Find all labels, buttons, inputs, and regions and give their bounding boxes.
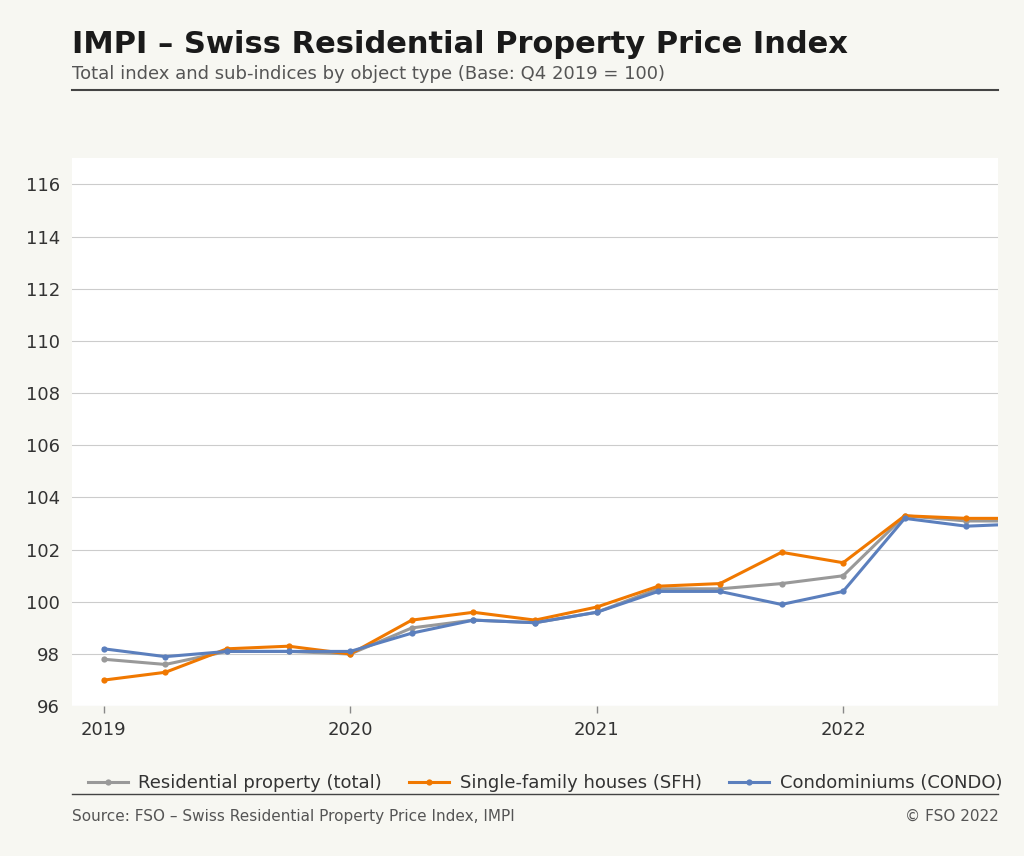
Residential property (total) bbox=[283, 646, 295, 657]
Single-family houses (SFH) bbox=[529, 615, 542, 625]
Residential property (total) bbox=[591, 607, 603, 617]
Condominiums (CONDO) bbox=[899, 514, 911, 524]
Residential property (total) bbox=[899, 511, 911, 521]
Condominiums (CONDO) bbox=[1022, 519, 1024, 529]
Condominiums (CONDO) bbox=[97, 644, 110, 654]
Condominiums (CONDO) bbox=[467, 615, 479, 625]
Single-family houses (SFH) bbox=[406, 615, 418, 625]
Condominiums (CONDO) bbox=[652, 586, 665, 597]
Condominiums (CONDO) bbox=[159, 651, 171, 662]
Single-family houses (SFH) bbox=[221, 644, 233, 654]
Residential property (total) bbox=[344, 649, 356, 659]
Single-family houses (SFH) bbox=[899, 511, 911, 521]
Residential property (total) bbox=[97, 654, 110, 664]
Single-family houses (SFH) bbox=[837, 557, 849, 568]
Condominiums (CONDO) bbox=[714, 586, 726, 597]
Condominiums (CONDO) bbox=[221, 646, 233, 657]
Condominiums (CONDO) bbox=[591, 607, 603, 617]
Condominiums (CONDO) bbox=[529, 617, 542, 627]
Residential property (total) bbox=[221, 646, 233, 657]
Residential property (total) bbox=[652, 584, 665, 594]
Condominiums (CONDO) bbox=[406, 628, 418, 639]
Residential property (total) bbox=[961, 516, 973, 526]
Single-family houses (SFH) bbox=[775, 547, 787, 557]
Residential property (total) bbox=[714, 584, 726, 594]
Residential property (total) bbox=[529, 617, 542, 627]
Condominiums (CONDO) bbox=[837, 586, 849, 597]
Single-family houses (SFH) bbox=[591, 602, 603, 612]
Text: Source: FSO – Swiss Residential Property Price Index, IMPI: Source: FSO – Swiss Residential Property… bbox=[72, 809, 514, 824]
Single-family houses (SFH) bbox=[1022, 514, 1024, 524]
Single-family houses (SFH) bbox=[714, 579, 726, 589]
Single-family houses (SFH) bbox=[159, 667, 171, 677]
Text: Total index and sub-indices by object type (Base: Q4 2019 = 100): Total index and sub-indices by object ty… bbox=[72, 65, 665, 83]
Text: © FSO 2022: © FSO 2022 bbox=[904, 809, 998, 824]
Single-family houses (SFH) bbox=[467, 607, 479, 617]
Line: Condominiums (CONDO): Condominiums (CONDO) bbox=[100, 244, 1024, 660]
Legend: Residential property (total), Single-family houses (SFH), Condominiums (CONDO): Residential property (total), Single-fam… bbox=[81, 767, 1010, 800]
Single-family houses (SFH) bbox=[961, 514, 973, 524]
Condominiums (CONDO) bbox=[344, 646, 356, 657]
Condominiums (CONDO) bbox=[961, 521, 973, 532]
Residential property (total) bbox=[837, 571, 849, 581]
Residential property (total) bbox=[467, 615, 479, 625]
Single-family houses (SFH) bbox=[97, 675, 110, 686]
Residential property (total) bbox=[1022, 516, 1024, 526]
Single-family houses (SFH) bbox=[344, 649, 356, 659]
Line: Single-family houses (SFH): Single-family houses (SFH) bbox=[100, 184, 1024, 683]
Condominiums (CONDO) bbox=[775, 599, 787, 609]
Line: Residential property (total): Residential property (total) bbox=[100, 221, 1024, 668]
Residential property (total) bbox=[406, 623, 418, 633]
Condominiums (CONDO) bbox=[283, 646, 295, 657]
Residential property (total) bbox=[159, 659, 171, 669]
Single-family houses (SFH) bbox=[652, 581, 665, 591]
Single-family houses (SFH) bbox=[283, 641, 295, 651]
Text: IMPI – Swiss Residential Property Price Index: IMPI – Swiss Residential Property Price … bbox=[72, 30, 848, 59]
Residential property (total) bbox=[775, 579, 787, 589]
